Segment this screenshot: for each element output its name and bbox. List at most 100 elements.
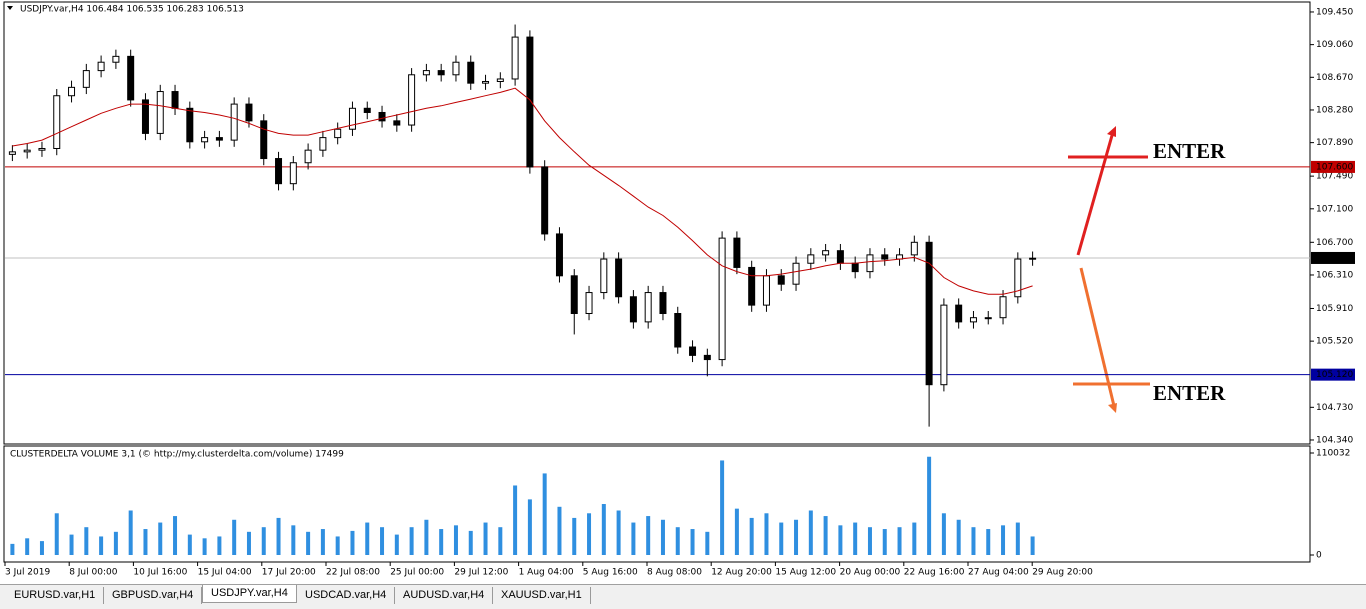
candle-body (68, 86, 76, 97)
candle-body (230, 103, 238, 141)
volume-title: CLUSTERDELTA VOLUME 3,1 (© http://my.clu… (10, 450, 344, 460)
volume-bar (276, 517, 281, 555)
volume-bar (956, 519, 961, 555)
volume-bar (483, 522, 488, 555)
chart-tab[interactable]: AUDUSD.var,H4 (395, 587, 494, 604)
candle-body (1014, 258, 1022, 298)
candle-body (8, 151, 16, 155)
chart-tab[interactable]: XAUUSD.var,H1 (493, 587, 591, 604)
x-tick-label: 1 Aug 04:00 (519, 568, 574, 578)
volume-bar (54, 513, 59, 555)
volume-bar (660, 519, 665, 555)
candle-body (275, 158, 283, 185)
candle-body (393, 120, 401, 126)
candle-body (969, 317, 977, 323)
candle-body (851, 262, 859, 273)
candle-body (526, 36, 534, 168)
candle-body (674, 313, 682, 348)
volume-bar (335, 536, 340, 555)
current-price-box (1311, 251, 1355, 264)
candle-body (703, 354, 711, 361)
candle-body (836, 250, 844, 264)
volume-bar (690, 529, 695, 555)
candle-body (378, 111, 386, 122)
volume-bar (380, 527, 385, 555)
candle-body (777, 275, 785, 285)
volume-bar (587, 513, 592, 555)
candle-body (467, 61, 475, 84)
volume-bar (394, 534, 399, 555)
x-tick-label: 22 Jul 08:00 (326, 568, 380, 578)
x-tick-label: 22 Aug 16:00 (904, 568, 965, 578)
candle-body (38, 147, 46, 151)
volume-bar (246, 531, 251, 555)
volume-bar (734, 508, 739, 555)
candle-body (792, 262, 800, 285)
volume-bar (764, 513, 769, 555)
candle-body (807, 254, 815, 264)
chart-tab[interactable]: USDJPY.var,H4 (202, 585, 297, 603)
menu-arrow (7, 6, 13, 10)
candle-body (866, 254, 874, 273)
volume-bar (498, 527, 503, 555)
volume-bar (1015, 522, 1020, 555)
volume-bar (187, 534, 192, 555)
volume-bar (291, 525, 296, 555)
x-tick-label: 5 Aug 16:00 (583, 568, 638, 578)
y-tick-label: 108.670 (1316, 73, 1353, 83)
volume-panel (3, 445, 1311, 563)
chart-tab[interactable]: USDCAD.var,H4 (297, 587, 396, 604)
x-tick-label: 29 Jul 12:00 (454, 568, 508, 578)
candle-body (319, 137, 327, 151)
price-panel (3, 1, 1311, 445)
volume-bar (409, 527, 414, 555)
volume-bar (158, 522, 163, 555)
candle-body (482, 80, 490, 84)
y-tick-label: 104.730 (1316, 403, 1353, 413)
volume-bar (838, 525, 843, 555)
x-tick-label: 15 Aug 12:00 (775, 568, 836, 578)
volume-bar (143, 529, 148, 555)
volume-bar (912, 522, 917, 555)
volume-bar (941, 513, 946, 555)
volume-tick-label: 110032 (1316, 449, 1350, 459)
candle-body (955, 304, 963, 323)
volume-tick-label: 0 (1316, 551, 1322, 561)
volume-bar (705, 531, 710, 555)
annotation: ENTER (1153, 139, 1226, 163)
candle-body (629, 296, 637, 323)
candle-body (156, 91, 164, 134)
y-tick-label: 105.910 (1316, 304, 1353, 314)
level-label-box (1311, 160, 1355, 173)
level-label: 105.120 (1316, 370, 1353, 380)
candle-body (127, 55, 135, 101)
candle-body (215, 137, 223, 141)
candle-body (940, 304, 948, 386)
candle-body (600, 258, 608, 294)
volume-bar (853, 522, 858, 555)
volume-bar (99, 536, 104, 555)
candle-body (171, 91, 179, 109)
candle-body (733, 237, 741, 268)
volume-bar (84, 527, 89, 555)
chart-tab[interactable]: EURUSD.var,H1 (6, 587, 105, 604)
volume-bar (1001, 525, 1006, 555)
volume-bar (39, 541, 44, 555)
y-tick-label: 109.450 (1316, 7, 1353, 17)
arrow-head (1107, 126, 1116, 137)
chart-tab[interactable]: GBPUSD.var,H4 (104, 587, 203, 604)
candle-body (1029, 257, 1037, 260)
candle-body (689, 346, 697, 356)
candle-body (541, 166, 549, 235)
tab-bar: EURUSD.var,H1 GBPUSD.var,H4 USDJPY.var,H4 U… (0, 584, 1366, 609)
volume-bar (424, 519, 429, 555)
volume-bar (306, 531, 311, 555)
candle-body (422, 70, 430, 76)
candle-body (408, 74, 416, 126)
volume-bar (675, 527, 680, 555)
candle-body (585, 292, 593, 315)
volume-bar (897, 527, 902, 555)
volume-bar (232, 519, 237, 555)
volume-bar (25, 538, 30, 555)
candle-body (141, 99, 149, 134)
